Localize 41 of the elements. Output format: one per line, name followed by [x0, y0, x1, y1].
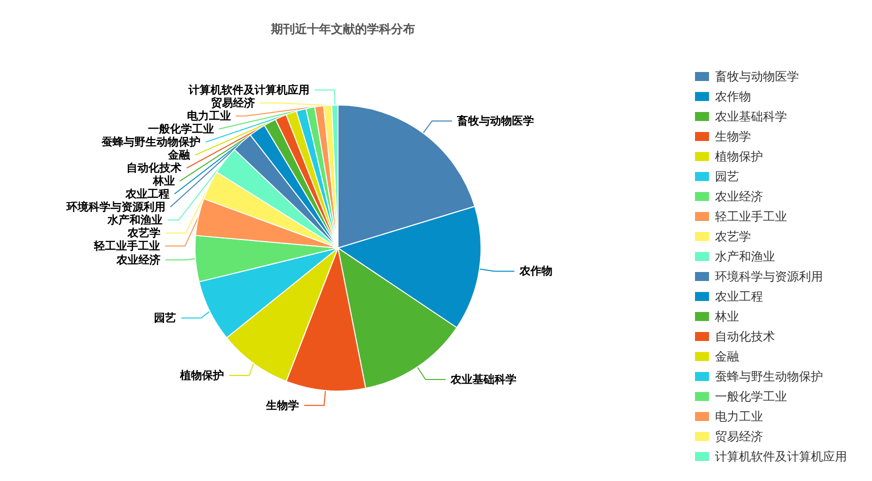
- legend-label: 自动化技术: [715, 330, 775, 344]
- legend-label: 蚕蜂与野生动物保护: [715, 370, 823, 384]
- legend-label: 计算机软件及计算机应用: [715, 450, 847, 464]
- slice-label: 林业: [152, 174, 175, 188]
- slice-label: 农业经济: [115, 253, 160, 266]
- legend-label: 植物保护: [715, 150, 763, 164]
- legend-label: 林业: [714, 310, 739, 324]
- slice-label: 电力工业: [186, 110, 231, 123]
- slice-label: 金融: [167, 148, 192, 162]
- slice-label: 水产和渔业: [106, 214, 162, 227]
- slice-label: 生物学: [265, 398, 300, 412]
- legend-label: 农艺学: [715, 230, 751, 244]
- chart-title: 期刊近十年文献的学科分布: [270, 22, 415, 36]
- legend-label: 生物学: [715, 130, 751, 144]
- legend-label: 农业经济: [715, 190, 763, 204]
- legend-label: 农业基础科学: [715, 110, 787, 124]
- legend-label: 园艺: [715, 170, 739, 184]
- slice-label: 计算机软件及计算机应用: [188, 84, 310, 97]
- slice-label: 一般化学工业: [148, 122, 214, 136]
- legend-label: 贸易经济: [715, 430, 763, 444]
- legend-label: 畜牧与动物医学: [715, 70, 799, 84]
- slice-label: 农业基础科学: [450, 373, 517, 386]
- legend-label: 金融: [715, 350, 739, 364]
- slice-label: 农艺学: [126, 226, 161, 240]
- slice-label: 贸易经济: [210, 96, 255, 110]
- slice-label: 园艺: [154, 311, 176, 324]
- legend-label: 一般化学工业: [715, 390, 787, 404]
- legend-label: 电力工业: [715, 410, 763, 424]
- legend-label: 环境科学与资源利用: [715, 270, 823, 284]
- legend-label: 轻工业手工业: [715, 210, 787, 224]
- slice-label: 蚕蜂与野生动物保护: [100, 136, 201, 149]
- slice-label: 轻工业手工业: [93, 240, 160, 253]
- slice-label: 农作物: [518, 264, 552, 278]
- legend-label: 水产和渔业: [715, 250, 775, 264]
- legend-label: 农作物: [715, 90, 751, 104]
- slice-label: 植物保护: [179, 369, 224, 382]
- slice-label: 畜牧与动物医学: [456, 114, 534, 128]
- slice-label: 自动化技术: [126, 162, 182, 175]
- legend-label: 农业工程: [715, 290, 763, 304]
- slice-label: 农业工程: [124, 188, 170, 201]
- slice-label: 环境科学与资源利用: [65, 200, 166, 214]
